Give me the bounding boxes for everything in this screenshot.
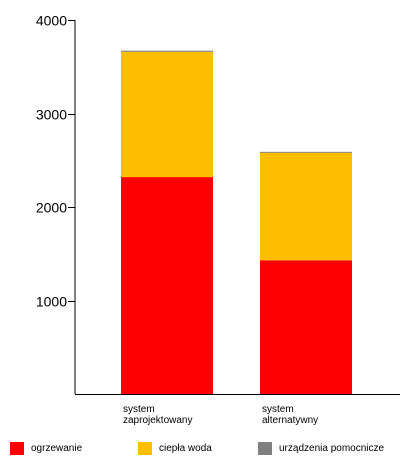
legend-label: ogrzewanie bbox=[31, 443, 83, 454]
legend: ogrzewanie ciepła woda urządzenia pomocnic… bbox=[10, 442, 410, 456]
x-category-label-line: system bbox=[262, 404, 294, 415]
legend-swatch bbox=[258, 442, 272, 455]
legend-item: ciepła woda bbox=[138, 442, 212, 455]
x-category-label: system alternatywny bbox=[262, 404, 318, 426]
legend-item: urządzenia pomocnicze bbox=[258, 442, 384, 455]
legend-swatch bbox=[138, 442, 152, 455]
y-tick-label: 1000 bbox=[36, 294, 67, 310]
legend-item: ogrzewanie bbox=[10, 442, 82, 455]
y-tick-label: 4000 bbox=[36, 13, 67, 29]
bar-segment bbox=[260, 152, 352, 261]
bar-segment bbox=[260, 260, 352, 394]
bar-segment bbox=[121, 50, 213, 52]
x-category-label-line: alternatywny bbox=[262, 415, 318, 426]
y-tick-label: 3000 bbox=[36, 107, 67, 123]
x-category-label: system zaprojektowany bbox=[123, 404, 192, 426]
bar-segment bbox=[121, 177, 213, 394]
legend-swatch bbox=[10, 442, 24, 455]
x-category-label-line: system bbox=[123, 404, 155, 415]
bar-segment bbox=[260, 151, 352, 153]
legend-label: ciepła woda bbox=[159, 443, 212, 454]
x-category-label-line: zaprojektowany bbox=[123, 415, 192, 426]
y-tick-label: 2000 bbox=[36, 200, 67, 216]
legend-label: urządzenia pomocnicze bbox=[279, 443, 385, 454]
bar-segment bbox=[121, 51, 213, 178]
